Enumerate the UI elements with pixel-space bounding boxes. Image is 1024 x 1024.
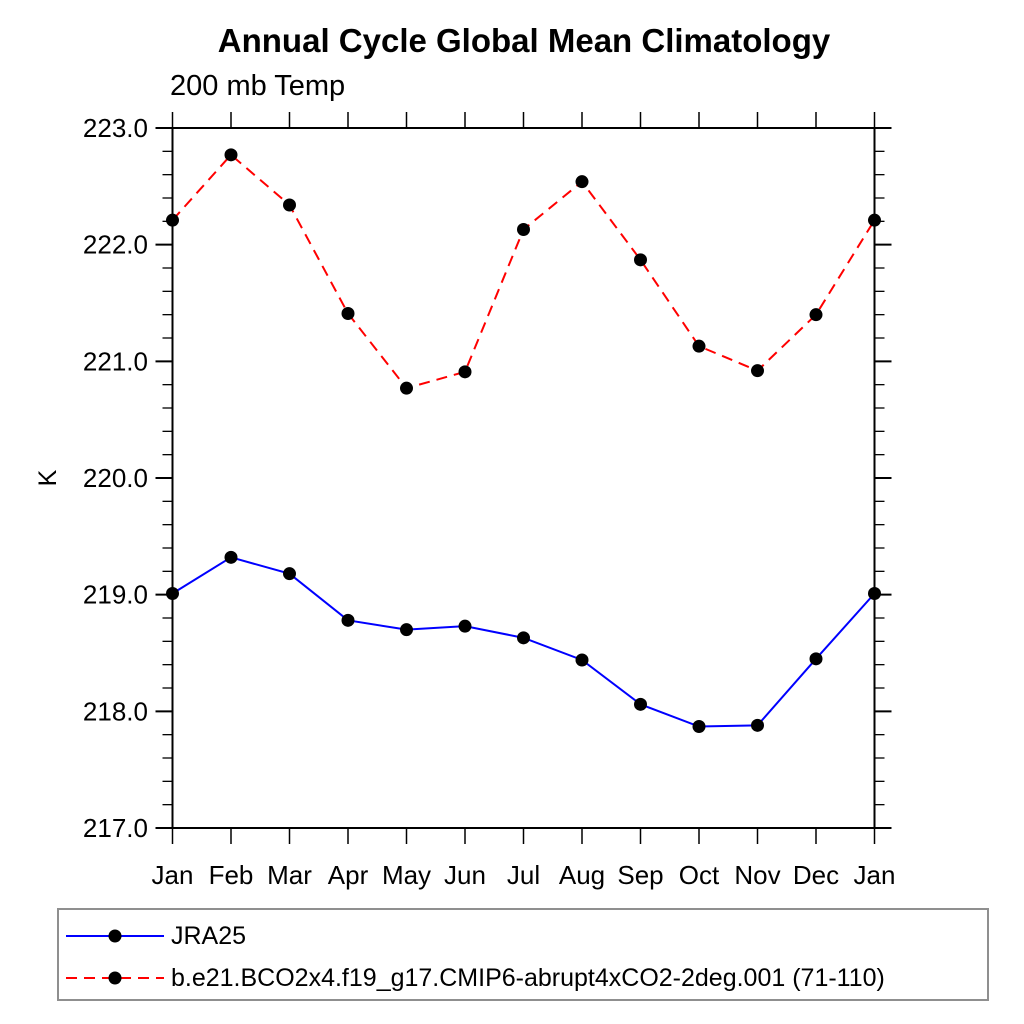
data-point-marker <box>224 550 238 564</box>
data-point-marker <box>692 339 706 353</box>
data-point-marker <box>341 307 355 320</box>
data-point-marker <box>283 198 296 212</box>
svg-text:Jul: Jul <box>507 860 540 890</box>
data-point-marker <box>751 718 764 732</box>
data-point-marker <box>517 223 530 236</box>
x-axis-labels: Jan Feb Mar Apr May Jun Jul Aug Sep Oct Nov Dec Jan <box>152 860 896 890</box>
series-jra25 <box>166 550 881 733</box>
svg-text:Jun: Jun <box>444 860 486 890</box>
legend-line-sample-dashed <box>66 971 164 985</box>
data-point-marker <box>517 631 530 645</box>
svg-text:Nov: Nov <box>734 860 780 890</box>
svg-text:221.0: 221.0 <box>83 346 148 376</box>
data-point-marker <box>634 253 647 267</box>
data-point-marker <box>634 697 647 711</box>
y-axis-title: K <box>34 469 62 486</box>
legend-box: JRA25 b.e21.BCO2x4.f19_g17.CMIP6-abrupt4… <box>57 908 989 1001</box>
y-axis-minor-ticks <box>162 150 885 806</box>
svg-text:Jan: Jan <box>854 860 896 890</box>
data-point-marker <box>751 364 764 378</box>
data-point-marker <box>400 381 413 395</box>
data-point-marker <box>224 148 238 162</box>
svg-text:219.0: 219.0 <box>83 580 148 610</box>
x-axis-ticks <box>171 112 876 844</box>
data-point-marker <box>868 587 881 600</box>
data-point-marker <box>692 720 706 733</box>
svg-text:Jan: Jan <box>152 860 194 890</box>
data-point-marker <box>458 365 472 379</box>
svg-text:Sep: Sep <box>617 860 663 890</box>
svg-text:Apr: Apr <box>328 860 369 890</box>
svg-text:217.0: 217.0 <box>83 813 148 843</box>
data-point-marker <box>575 653 589 667</box>
legend-line-sample-solid <box>66 929 164 943</box>
data-point-marker <box>400 623 413 637</box>
data-point-marker <box>341 613 355 627</box>
legend-label: b.e21.BCO2x4.f19_g17.CMIP6-abrupt4xCO2-2… <box>171 963 885 992</box>
data-point-marker <box>166 213 179 227</box>
svg-text:May: May <box>382 860 431 890</box>
svg-text:222.0: 222.0 <box>83 230 148 260</box>
svg-text:220.0: 220.0 <box>83 463 148 493</box>
y-axis-labels: 217.0 218.0 219.0 220.0 221.0 222.0 223.0 <box>83 113 148 843</box>
svg-text:Mar: Mar <box>267 860 312 890</box>
svg-text:Oct: Oct <box>679 860 720 890</box>
data-point-marker <box>809 308 823 322</box>
svg-text:Dec: Dec <box>793 860 839 890</box>
data-point-marker <box>458 619 472 633</box>
data-point-marker <box>283 567 296 581</box>
data-point-marker <box>809 652 823 666</box>
svg-text:Aug: Aug <box>559 860 605 890</box>
data-point-marker <box>166 587 179 600</box>
legend-item-jra25: JRA25 <box>62 922 246 950</box>
svg-text:223.0: 223.0 <box>83 113 148 143</box>
svg-text:218.0: 218.0 <box>83 696 148 726</box>
chart-subtitle: 200 mb Temp <box>170 70 346 102</box>
series-model-run <box>166 148 881 395</box>
legend-label: JRA25 <box>171 921 247 950</box>
data-point-marker <box>575 175 589 189</box>
svg-text:Feb: Feb <box>209 860 254 890</box>
chart-title: Annual Cycle Global Mean Climatology <box>217 22 831 59</box>
legend-item-model-run: b.e21.BCO2x4.f19_g17.CMIP6-abrupt4xCO2-2… <box>62 964 885 992</box>
data-point-marker <box>868 213 881 227</box>
